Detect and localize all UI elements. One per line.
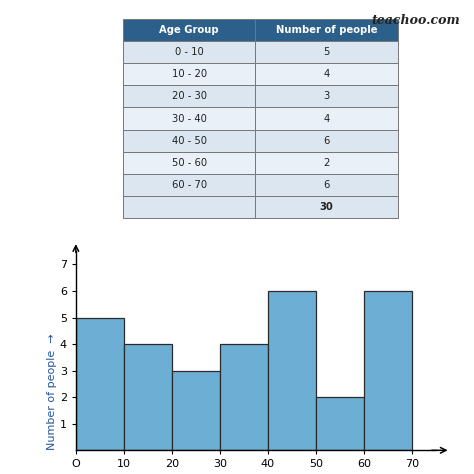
Bar bbox=[364, 291, 412, 450]
Text: 2: 2 bbox=[323, 158, 330, 168]
Bar bbox=[255, 41, 398, 63]
Text: 4: 4 bbox=[324, 69, 330, 79]
Bar bbox=[123, 63, 255, 85]
Y-axis label: Number of people  →: Number of people → bbox=[47, 334, 57, 450]
Text: 4: 4 bbox=[324, 113, 330, 124]
Text: 30 - 40: 30 - 40 bbox=[172, 113, 207, 124]
Bar bbox=[255, 85, 398, 108]
Text: 20 - 30: 20 - 30 bbox=[172, 91, 207, 101]
Bar bbox=[123, 19, 255, 41]
Bar bbox=[123, 85, 255, 108]
Bar bbox=[255, 63, 398, 85]
Bar bbox=[255, 196, 398, 218]
Bar bbox=[123, 41, 255, 63]
Bar bbox=[123, 129, 255, 152]
Bar bbox=[255, 108, 398, 129]
Bar bbox=[123, 108, 255, 129]
Bar bbox=[123, 174, 255, 196]
Bar bbox=[124, 344, 172, 450]
Text: 50 - 60: 50 - 60 bbox=[172, 158, 207, 168]
Text: 40 - 50: 40 - 50 bbox=[172, 136, 207, 146]
Text: 0 - 10: 0 - 10 bbox=[175, 47, 204, 57]
Bar bbox=[255, 152, 398, 174]
Bar bbox=[255, 174, 398, 196]
Bar bbox=[123, 152, 255, 174]
Bar bbox=[255, 129, 398, 152]
Text: 10 - 20: 10 - 20 bbox=[172, 69, 207, 79]
Bar bbox=[172, 371, 220, 450]
Bar bbox=[220, 344, 268, 450]
Bar bbox=[76, 318, 124, 450]
Text: 30: 30 bbox=[320, 202, 334, 212]
Text: Number of people: Number of people bbox=[276, 25, 377, 35]
Text: 3: 3 bbox=[324, 91, 330, 101]
Text: 6: 6 bbox=[323, 180, 330, 190]
Bar bbox=[268, 291, 316, 450]
Text: 6: 6 bbox=[323, 136, 330, 146]
Bar bbox=[123, 196, 255, 218]
Bar bbox=[316, 397, 364, 450]
Text: teachoo.com: teachoo.com bbox=[371, 14, 460, 27]
Text: 5: 5 bbox=[323, 47, 330, 57]
Text: Age Group: Age Group bbox=[159, 25, 219, 35]
Bar bbox=[255, 19, 398, 41]
Text: 60 - 70: 60 - 70 bbox=[172, 180, 207, 190]
